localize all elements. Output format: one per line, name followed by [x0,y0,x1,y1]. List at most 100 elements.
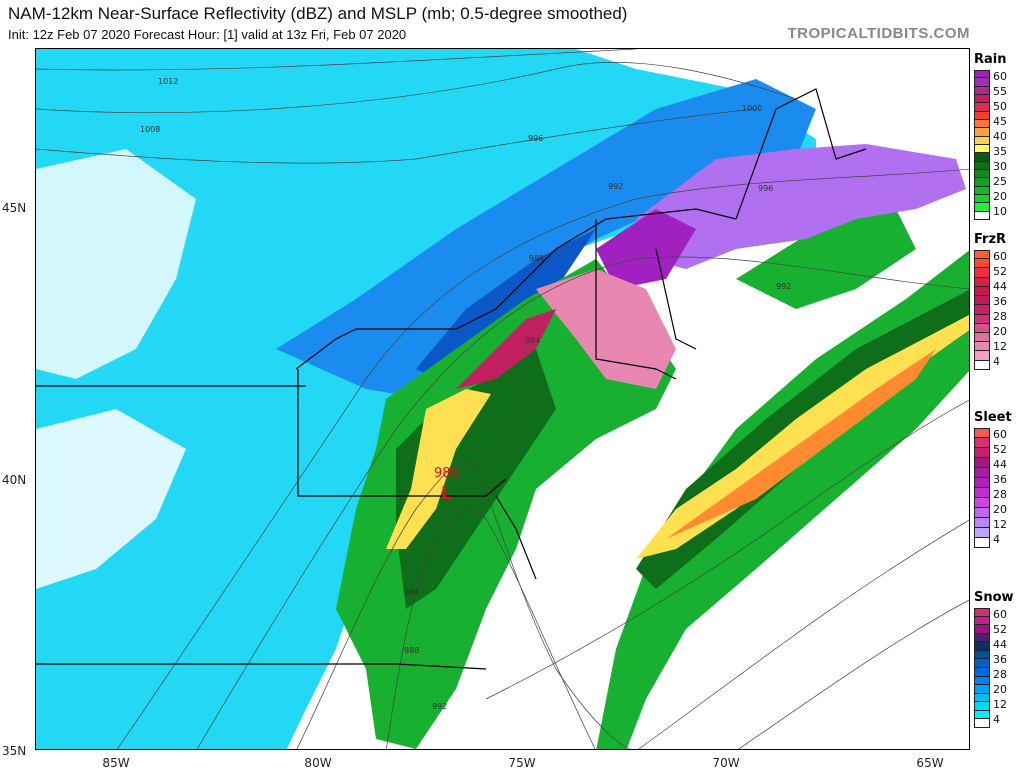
legend-swatch [974,676,990,686]
legend-swatch [974,314,990,324]
legend-label: 55 [993,85,1007,98]
legend-swatch [974,498,990,508]
legend-label: 28 [993,668,1007,681]
legend-label: 52 [993,443,1007,456]
isobar-label: 996 [758,184,773,193]
legend-label: 4 [993,713,1000,726]
rain-yellow-band [636,315,969,559]
legend-swatch [974,268,990,278]
legend-snow: Snow 60 52 44 36 28 20 12 4 [974,590,1022,728]
legend-swatch [974,169,990,179]
isobar-label: 988 [529,254,544,263]
legend-swatch [974,538,990,548]
isobar-label: 1000 [742,104,762,113]
rain-yellow-inland [386,389,491,549]
legend-swatch [974,625,990,634]
reflectivity-map[interactable]: 1012 1008 996 1000 992 996 992 988 984 9… [35,48,970,750]
legend-swatch [974,178,990,187]
legend-swatch [974,360,990,370]
legend-title: Snow [974,590,1014,605]
lon-label: 85W [102,756,130,770]
legend-swatch [974,478,990,488]
low-pressure-center: 980 L [434,466,459,504]
legend-swatch [974,633,990,643]
legend-swatch [974,305,990,315]
map-subtitle: Init: 12z Feb 07 2020 Forecast Hour: [1]… [8,27,407,42]
legend-swatch [974,468,990,478]
legend-swatch [974,194,990,204]
legend-swatch [974,103,990,112]
legend-label: 30 [993,160,1007,173]
legend-label: 28 [993,310,1007,323]
legend-sleet: Sleet 60 52 44 36 28 20 12 4 [974,410,1022,548]
brand-watermark[interactable]: TROPICALTIDBITS.COM [787,25,970,42]
snow-moderate [276,79,816,399]
map-canvas: 1012 1008 996 1000 992 996 992 988 984 9… [36,49,969,749]
legend-swatch [974,286,990,297]
legend-label: 44 [993,280,1007,293]
legend-swatch [974,438,990,448]
legend-swatch [974,70,990,79]
legend-swatch [974,719,990,728]
legend-swatch [974,458,990,468]
legend-swatch [974,659,990,668]
isobar-label: 992 [776,282,791,291]
low-pressure-symbol: L [441,483,452,504]
legend-label: 40 [993,130,1007,143]
isobar-label: 1008 [140,125,160,134]
legend-label: 36 [993,473,1007,486]
lat-label: 35N [2,744,27,758]
legend-label: 10 [993,205,1007,218]
legend-swatch [974,86,990,95]
legend-label: 36 [993,653,1007,666]
lat-label: 45N [2,201,27,215]
legend-label: 50 [993,100,1007,113]
legend-rain: Rain 60 55 50 45 40 35 30 25 20 10 [974,52,1022,220]
lon-label: 65W [916,756,944,770]
legend-swatch [974,250,990,260]
legend-label: 60 [993,70,1007,83]
legend-label: 45 [993,115,1007,128]
rain-orange-band [666,349,936,539]
legend-swatch [974,448,990,458]
map-title: NAM-12km Near-Surface Reflectivity (dBZ)… [8,4,628,23]
legend-label: 35 [993,145,1007,158]
legend-label: 44 [993,638,1007,651]
rain-region [336,259,676,749]
legend-label: 12 [993,698,1007,711]
legend-swatch [974,153,990,162]
legend-label: 36 [993,295,1007,308]
isobar-label: 984 [525,336,540,345]
legend-label: 20 [993,503,1007,516]
state-borders [36,88,867,670]
legend-swatch [974,528,990,538]
legend-swatch [974,111,990,120]
lon-label: 80W [304,756,332,770]
legend-swatch [974,428,990,438]
isobar-label: 992 [608,182,623,191]
legend-label: 25 [993,175,1007,188]
isobar-label: 984 [404,588,419,597]
frzr-region [536,269,676,389]
legend-title: Rain [974,52,1007,67]
legend-label: 12 [993,340,1007,353]
rain-east [736,209,916,309]
legend-label: 4 [993,533,1000,546]
legend-label: 60 [993,250,1007,263]
legend-swatch [974,78,990,87]
legend-swatch [974,685,990,694]
legend-swatch [974,186,990,195]
legend-swatch [974,702,990,711]
legend-swatch [974,119,990,129]
frzr-heavy [456,309,556,389]
legend-swatch [974,259,990,269]
isobar-lines [36,49,969,749]
legend-label: 20 [993,325,1007,338]
legend-swatch [974,136,990,145]
legend-label: 52 [993,623,1007,636]
legend-swatch [974,650,990,660]
sleet-heavy [596,209,696,289]
isobar-label: 992 [432,702,447,711]
low-pressure-value: 980 [434,466,459,481]
legend-swatch [974,667,990,677]
